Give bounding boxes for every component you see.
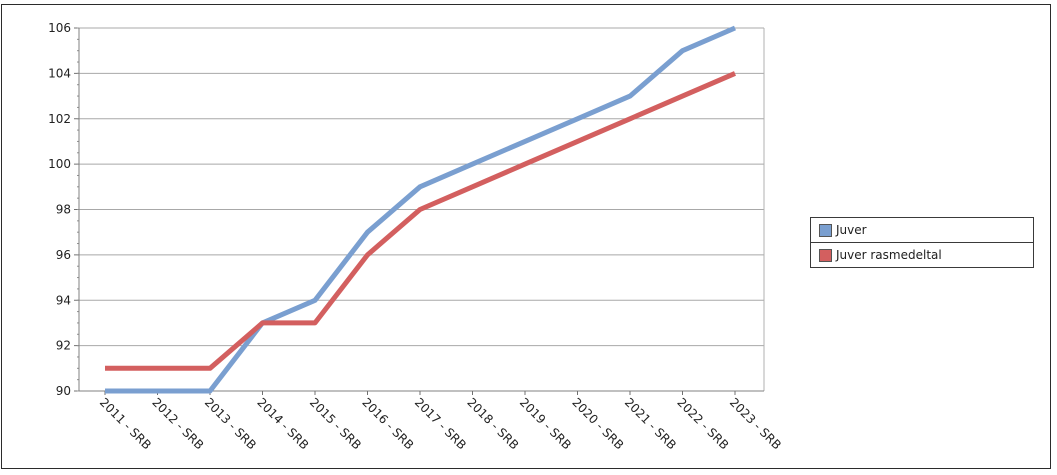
x-tick-label: 2019 - SRB [517, 395, 574, 452]
series-line-juver-rasmedeltal [105, 71, 736, 371]
y-tick-label: 100 [48, 157, 71, 171]
x-tick-label: 2015 - SRB [307, 395, 364, 452]
legend: Juver Juver rasmedeltal [810, 217, 1034, 268]
legend-swatch-juver [819, 223, 832, 237]
y-tick-label: 106 [48, 21, 71, 35]
x-tick-label: 2018 - SRB [464, 395, 521, 452]
x-tick-label: 2021 - SRB [622, 395, 679, 452]
y-tick-labels: 90 92 94 96 98 100 102 104 106 [48, 21, 71, 398]
y-tick-label: 102 [48, 112, 71, 126]
x-tick-label: 2020 - SRB [569, 395, 626, 452]
x-tick-label: 2011 - SRB [97, 395, 154, 452]
axes [74, 27, 765, 395]
legend-label-juver: Juver [836, 223, 867, 237]
y-tick-label: 96 [56, 248, 71, 262]
y-tick-label: 98 [56, 203, 71, 217]
y-tick-label: 92 [56, 339, 71, 353]
legend-label-juver-rasmedeltal: Juver rasmedeltal [836, 248, 942, 262]
legend-item-juver: Juver [811, 218, 1033, 242]
legend-swatch-juver-rasmedeltal [819, 248, 832, 262]
x-tick-label: 2017 - SRB [412, 395, 469, 452]
series-lines [104, 25, 736, 394]
x-tick-label: 2023 - SRB [727, 395, 784, 452]
x-tick-label: 2014 - SRB [254, 395, 311, 452]
y-tick-label: 90 [56, 384, 71, 398]
x-tick-label: 2016 - SRB [359, 395, 416, 452]
y-tick-label: 94 [56, 293, 71, 307]
x-tick-label: 2022 - SRB [674, 395, 731, 452]
x-tick-label: 2013 - SRB [202, 395, 259, 452]
x-tick-label: 2012 - SRB [149, 395, 206, 452]
chart-frame: 90 92 94 96 98 100 102 104 106 2011 - SRB 2012 - … [1, 4, 1051, 469]
legend-item-juver-rasmedeltal: Juver rasmedeltal [811, 242, 1033, 267]
y-tick-label: 104 [48, 66, 71, 80]
